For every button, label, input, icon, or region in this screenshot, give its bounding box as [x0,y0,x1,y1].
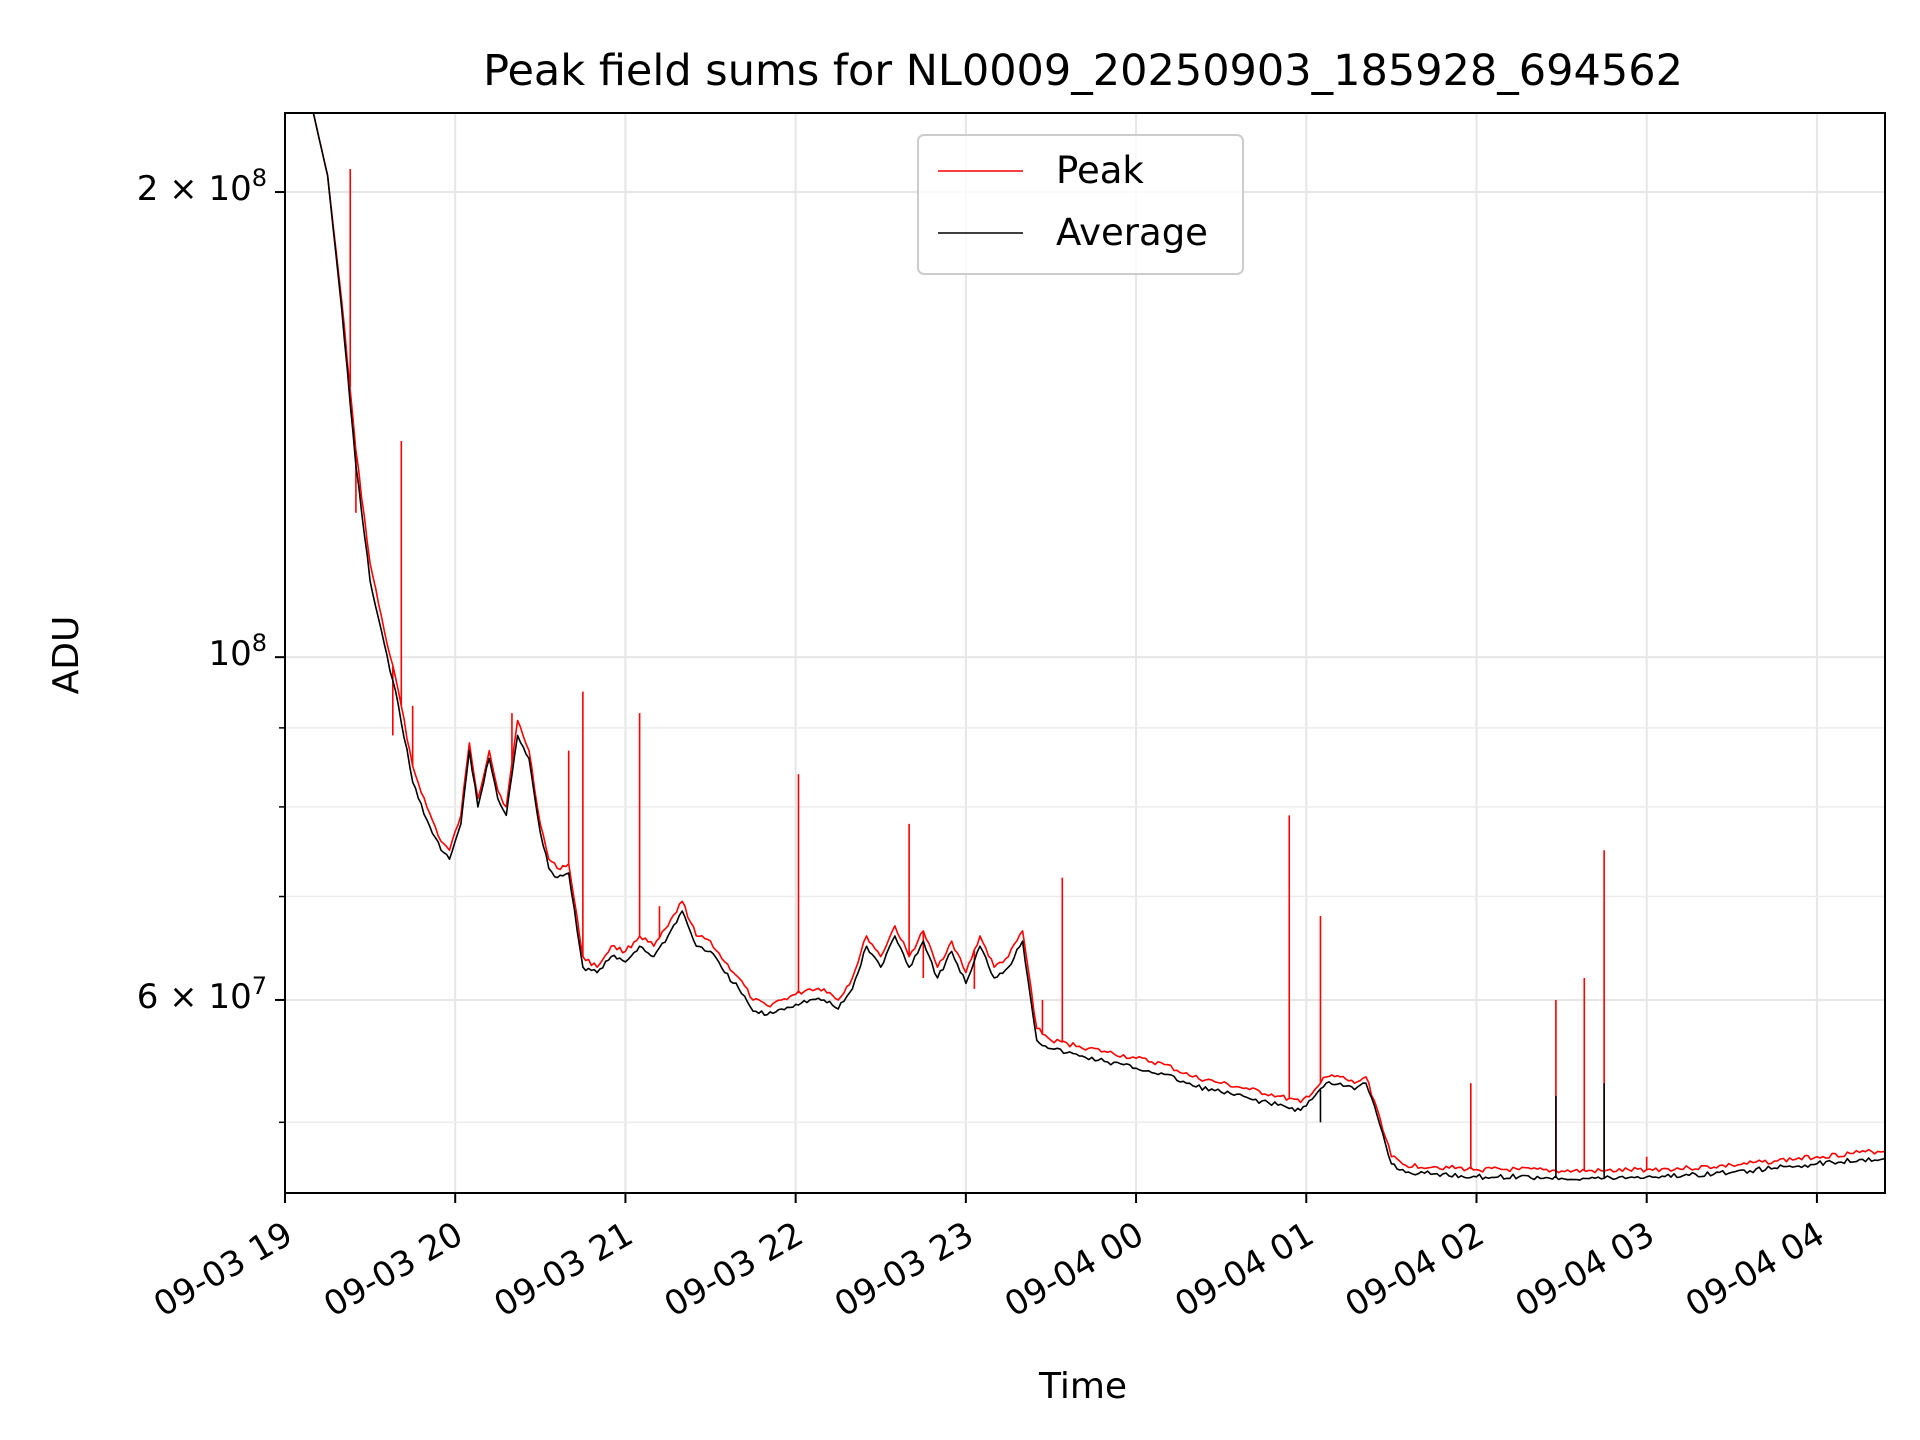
x-tick-label: 09-04 00 [998,1214,1150,1325]
grid [284,113,1885,1193]
x-tick-label: 09-03 19 [147,1214,299,1325]
legend-label-average: Average [1056,211,1208,254]
y-tick-label: 6 × 107 [137,972,267,1017]
y-axis-title: ADU [46,616,87,695]
series-line-average [285,113,1885,1181]
x-tick-label: 09-04 03 [1509,1214,1661,1325]
x-tick-label: 09-04 01 [1168,1214,1320,1325]
legend-box [917,134,1244,275]
y-tick-label: 2 × 108 [137,164,267,209]
legend-label-peak: Peak [1056,149,1144,192]
x-tick-label: 09-03 21 [488,1214,640,1325]
x-tick-label: 09-04 04 [1679,1214,1831,1325]
y-tick-label: 108 [208,629,267,674]
axis-ticks: 09-03 19 09-03 20 09-03 21 09-03 22 09-03 23… [137,164,1832,1325]
x-tick-label: 09-03 22 [658,1214,810,1325]
chart-title: Peak field sums for NL0009_20250903_1859… [483,46,1683,96]
axes-frame [284,112,1886,1194]
legend: Peak Average [917,134,1244,275]
x-axis-title: Time [1038,1366,1127,1407]
series-line-peak [285,113,1885,1174]
x-tick-label: 09-04 02 [1339,1214,1491,1325]
x-tick-label: 09-03 20 [317,1214,469,1325]
plot-area [285,113,1885,1181]
x-tick-label: 09-03 23 [828,1214,980,1325]
